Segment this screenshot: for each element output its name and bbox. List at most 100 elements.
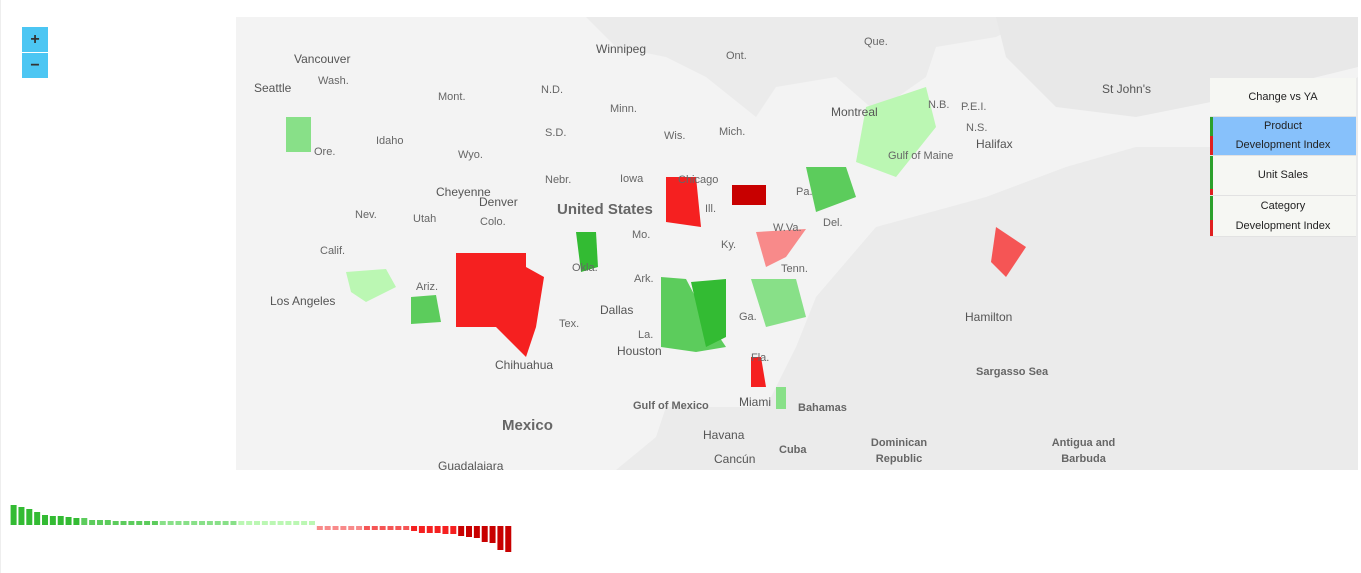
bar[interactable] — [458, 526, 465, 536]
legend-item-unit-sales[interactable]: Unit Sales — [1210, 156, 1356, 196]
region[interactable] — [756, 229, 806, 267]
bar[interactable] — [426, 526, 433, 533]
bar[interactable] — [65, 517, 72, 525]
bar[interactable] — [434, 526, 441, 533]
bar[interactable] — [57, 516, 64, 525]
region[interactable] — [576, 232, 598, 272]
bar[interactable] — [395, 526, 402, 530]
zoom-out-button[interactable]: − — [22, 53, 48, 78]
map-label: Mont. — [438, 91, 466, 103]
bar[interactable] — [183, 521, 190, 525]
map-label: Pa. — [796, 186, 813, 198]
region[interactable] — [732, 185, 766, 205]
bar[interactable] — [167, 521, 174, 525]
map-label: Houston — [617, 344, 662, 358]
bar[interactable] — [316, 526, 323, 530]
legend-label: Development Index — [1235, 220, 1331, 232]
map-label: S.D. — [545, 127, 567, 139]
bar[interactable] — [246, 521, 253, 525]
bar[interactable] — [324, 526, 331, 530]
bar[interactable] — [418, 526, 425, 533]
bar[interactable] — [363, 526, 370, 530]
bar[interactable] — [308, 521, 315, 525]
bar[interactable] — [222, 521, 229, 525]
bar[interactable] — [159, 521, 166, 525]
bar[interactable] — [42, 515, 49, 525]
map-label: Colo. — [480, 216, 506, 228]
bar[interactable] — [128, 521, 135, 525]
region[interactable] — [346, 269, 396, 302]
bar[interactable] — [214, 521, 221, 525]
bar[interactable] — [387, 526, 394, 530]
bar[interactable] — [112, 521, 119, 525]
bar[interactable] — [505, 526, 512, 552]
bar[interactable] — [73, 518, 80, 525]
bar[interactable] — [371, 526, 378, 530]
bar[interactable] — [254, 521, 261, 525]
region[interactable] — [411, 295, 441, 324]
bar[interactable] — [34, 512, 41, 525]
region[interactable] — [806, 167, 856, 212]
region[interactable] — [991, 227, 1026, 277]
map-label: Utah — [413, 213, 437, 225]
land-area — [236, 17, 1358, 470]
bar[interactable] — [332, 526, 339, 530]
region[interactable] — [776, 387, 786, 409]
bar[interactable] — [175, 521, 182, 525]
region[interactable] — [666, 177, 701, 227]
bar[interactable] — [269, 521, 276, 525]
bar[interactable] — [18, 507, 25, 525]
map-label: Vancouver — [294, 52, 351, 66]
bar[interactable] — [96, 520, 103, 525]
region[interactable] — [691, 279, 726, 347]
bar[interactable] — [49, 516, 56, 525]
map-label: Fla. — [751, 352, 770, 364]
bar[interactable] — [81, 518, 88, 525]
bar[interactable] — [136, 521, 143, 525]
bar[interactable] — [356, 526, 363, 530]
bar[interactable] — [466, 526, 473, 537]
bar[interactable] — [442, 526, 449, 534]
bar[interactable] — [238, 521, 245, 525]
bar[interactable] — [120, 521, 127, 525]
region[interactable] — [286, 117, 311, 152]
bar[interactable] — [473, 526, 480, 538]
bar[interactable] — [230, 521, 237, 525]
region[interactable] — [456, 253, 544, 357]
bar[interactable] — [26, 509, 33, 525]
bar[interactable] — [199, 521, 206, 525]
bar[interactable] — [191, 521, 198, 525]
bar[interactable] — [450, 526, 457, 534]
bar[interactable] — [489, 526, 496, 543]
bar[interactable] — [348, 526, 355, 530]
bar[interactable] — [104, 520, 111, 525]
bar[interactable] — [403, 526, 410, 530]
bar[interactable] — [497, 526, 504, 550]
legend-item-category-development-index[interactable]: Category Development Index — [1210, 196, 1356, 237]
region[interactable] — [856, 87, 936, 177]
bar[interactable] — [89, 520, 96, 525]
bar[interactable] — [301, 521, 308, 525]
bar[interactable] — [481, 526, 488, 542]
map-label: Dominican Republic — [870, 437, 928, 465]
region[interactable] — [751, 279, 806, 327]
zoom-in-button[interactable]: + — [22, 27, 48, 52]
map-label: Winnipeg — [596, 42, 647, 56]
bar[interactable] — [144, 521, 151, 525]
bar[interactable] — [293, 521, 300, 525]
bar[interactable] — [261, 521, 268, 525]
bar[interactable] — [277, 521, 284, 525]
map-label: Nebr. — [545, 174, 572, 186]
region[interactable] — [751, 357, 766, 387]
bar[interactable] — [206, 521, 213, 525]
bar[interactable] — [379, 526, 386, 530]
bar[interactable] — [151, 521, 158, 525]
bar[interactable] — [411, 526, 418, 531]
map[interactable]: Vancouver Winnipeg Ont. Que. Seattle Was… — [236, 17, 1358, 470]
map-label: Wyo. — [458, 149, 483, 161]
bar[interactable] — [285, 521, 292, 525]
map-label: Ga. — [739, 311, 757, 323]
bar[interactable] — [10, 505, 17, 525]
legend-item-product-development-index[interactable]: Product Development Index — [1210, 117, 1356, 156]
bar[interactable] — [340, 526, 347, 530]
